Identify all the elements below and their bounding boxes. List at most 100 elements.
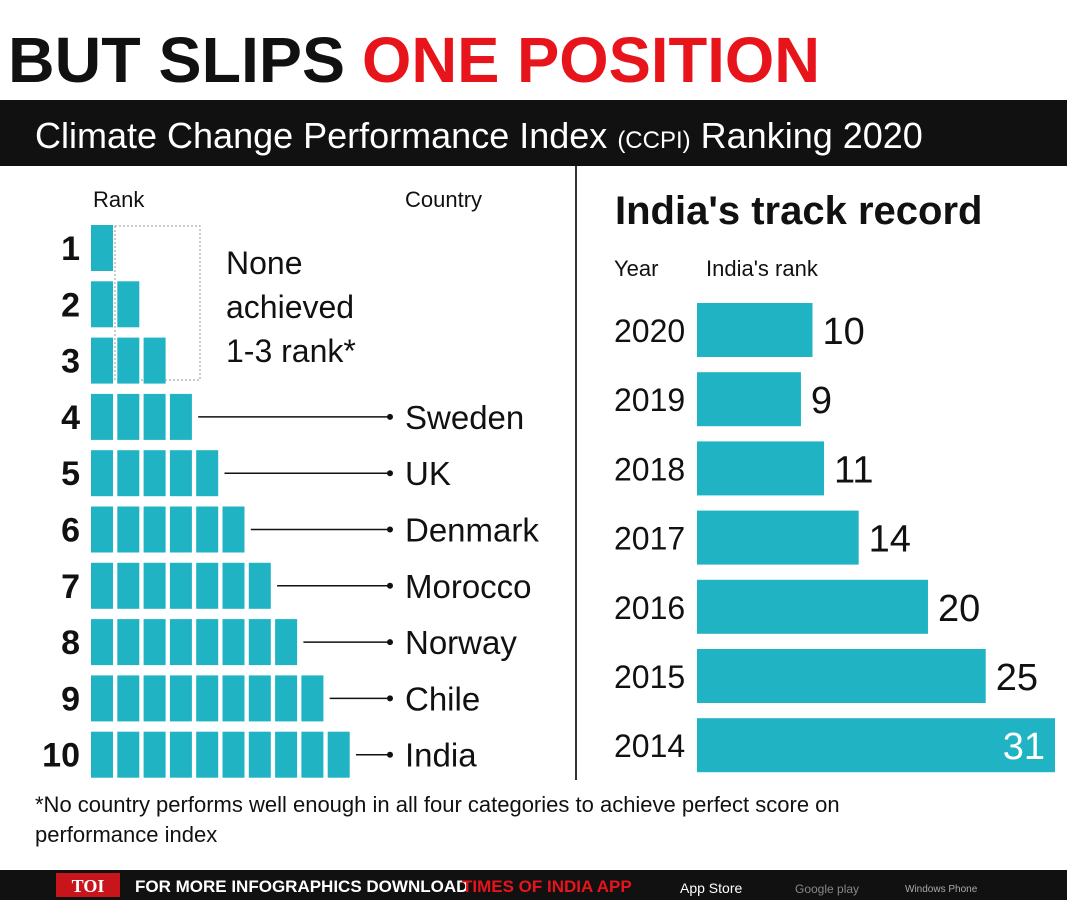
rank-square	[143, 506, 166, 553]
bar	[697, 718, 1055, 773]
headline-red: ONE POSITION	[362, 24, 820, 96]
rank-square	[169, 506, 192, 553]
rank-square	[275, 731, 298, 778]
bar	[697, 510, 859, 565]
year-label: 2019	[614, 382, 685, 418]
brand: TOI	[72, 876, 105, 896]
country-label: India	[405, 737, 477, 774]
rank-square	[275, 675, 298, 722]
rank-square	[91, 675, 113, 722]
leader-dot	[387, 695, 393, 702]
rank-square	[117, 281, 140, 328]
value-label: 14	[869, 519, 911, 561]
rank-square	[91, 619, 113, 666]
rank-square	[196, 675, 219, 722]
rank-square	[196, 562, 219, 609]
year-label: 2017	[614, 521, 685, 557]
rank-square	[143, 731, 166, 778]
year-label: 2016	[614, 590, 685, 626]
rank-label: 6	[61, 512, 80, 550]
country-label: Denmark	[405, 512, 539, 549]
country-label: Norway	[405, 624, 517, 661]
year-label: 2020	[614, 313, 685, 349]
rank-square	[143, 393, 166, 440]
rank-square	[117, 506, 140, 553]
leader-dot	[387, 751, 393, 758]
value-label: 31	[1003, 726, 1045, 768]
footer-app: TIMES OF INDIA APP	[462, 877, 632, 896]
rank-square	[169, 393, 192, 440]
rank-square	[196, 619, 219, 666]
rank-label: 10	[42, 737, 80, 775]
rank-square	[169, 675, 192, 722]
value-label: 9	[811, 380, 832, 422]
leader-dot	[387, 639, 393, 646]
leader-dot	[387, 582, 393, 589]
leader-dot	[387, 470, 393, 477]
rank-square	[117, 619, 140, 666]
rank-square	[117, 393, 140, 440]
headline: BUT SLIPS	[8, 24, 345, 96]
banner	[0, 100, 1067, 166]
rank-square	[222, 562, 245, 609]
rank-square	[196, 506, 219, 553]
leader-dot	[387, 526, 393, 533]
value-label: 11	[834, 449, 873, 491]
rank-square	[222, 506, 245, 553]
footnote: *No country performs well enough in all …	[35, 792, 840, 817]
footer	[0, 870, 1067, 900]
store-badge: App Store	[680, 880, 742, 896]
bar	[697, 579, 928, 634]
rank-label: 2	[61, 286, 80, 324]
year-label: 2014	[614, 728, 685, 764]
footnote: performance index	[35, 822, 217, 847]
rank-square	[196, 450, 219, 497]
rank-square	[117, 675, 140, 722]
rank-square	[275, 619, 298, 666]
rank-square	[222, 675, 245, 722]
year-label: 2015	[614, 659, 685, 695]
rank-label: 4	[61, 399, 80, 437]
rank-square	[91, 281, 113, 328]
y-label: India's rank	[706, 256, 819, 281]
banner-text: Climate Change Performance Index (CCPI) …	[35, 115, 923, 156]
leader-dot	[387, 413, 393, 420]
rank-square	[117, 450, 140, 497]
value-label: 25	[996, 657, 1038, 699]
rank-label: 8	[61, 624, 80, 662]
value-label: 10	[822, 311, 864, 353]
rank-square	[91, 506, 113, 553]
rank-square	[169, 619, 192, 666]
column-header: Country	[405, 187, 482, 212]
rank-square	[91, 225, 113, 271]
rank-square	[143, 562, 166, 609]
rank-label: 7	[61, 568, 80, 606]
rank-square	[143, 450, 166, 497]
footer-text: FOR MORE INFOGRAPHICS DOWNLOAD	[135, 877, 468, 896]
rank-square	[169, 731, 192, 778]
rank-square	[248, 619, 271, 666]
x-label: Year	[614, 256, 658, 281]
rank-square	[248, 562, 271, 609]
rank-square	[222, 619, 245, 666]
chart-title: India's track record	[615, 189, 982, 233]
column-header: Rank	[93, 187, 145, 212]
annotation: 1-3 rank*	[226, 333, 356, 369]
rank-square	[327, 731, 350, 778]
rank-label: 3	[61, 343, 80, 381]
country-label: Chile	[405, 680, 480, 717]
country-label: UK	[405, 455, 451, 492]
rank-square	[143, 337, 166, 384]
rank-square	[248, 675, 271, 722]
rank-square	[143, 619, 166, 666]
rank-square	[117, 731, 140, 778]
country-label: Morocco	[405, 568, 532, 605]
rank-square	[91, 731, 113, 778]
annotation: achieved	[226, 289, 354, 325]
store-badge: Windows Phone	[905, 884, 978, 895]
store-badge: Google play	[795, 882, 859, 896]
rank-square	[301, 675, 324, 722]
bar	[697, 441, 825, 496]
rank-square	[143, 675, 166, 722]
